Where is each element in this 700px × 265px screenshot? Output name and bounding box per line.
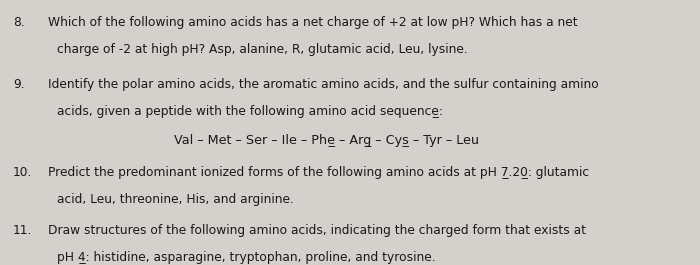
- Text: 9.: 9.: [13, 78, 24, 91]
- Text: 10.: 10.: [13, 166, 32, 179]
- Text: Predict the predominant ionized forms of the following amino acids at pH 7̲.20̲:: Predict the predominant ionized forms of…: [48, 166, 589, 179]
- Text: 8.: 8.: [13, 16, 24, 29]
- Text: Identify the polar amino acids, the aromatic amino acids, and the sulfur contain: Identify the polar amino acids, the arom…: [48, 78, 599, 91]
- Text: charge of -2 at high pH? Asp, alanine, R, glutamic acid, Leu, lysine.: charge of -2 at high pH? Asp, alanine, R…: [57, 43, 468, 56]
- Text: Which of the following amino acids has a net charge of +2 at low pH? Which has a: Which of the following amino acids has a…: [48, 16, 578, 29]
- Text: 11.: 11.: [13, 224, 32, 237]
- Text: acids, given a peptide with the following amino acid sequence̲:: acids, given a peptide with the followin…: [57, 105, 442, 118]
- Text: pH 4̲: histidine, asparagine, tryptophan, proline, and tyrosine.: pH 4̲: histidine, asparagine, tryptophan…: [57, 251, 435, 264]
- Text: Val – Met – Ser – Ile – Phe̲ – Arg̲ – Cys̲ – Tyr – Leu: Val – Met – Ser – Ile – Phe̲ – Arg̲ – Cy…: [174, 135, 479, 148]
- Text: acid, Leu, threonine, His, and arginine.: acid, Leu, threonine, His, and arginine.: [57, 193, 293, 206]
- Text: Draw structures of the following amino acids, indicating the charged form that e: Draw structures of the following amino a…: [48, 224, 586, 237]
